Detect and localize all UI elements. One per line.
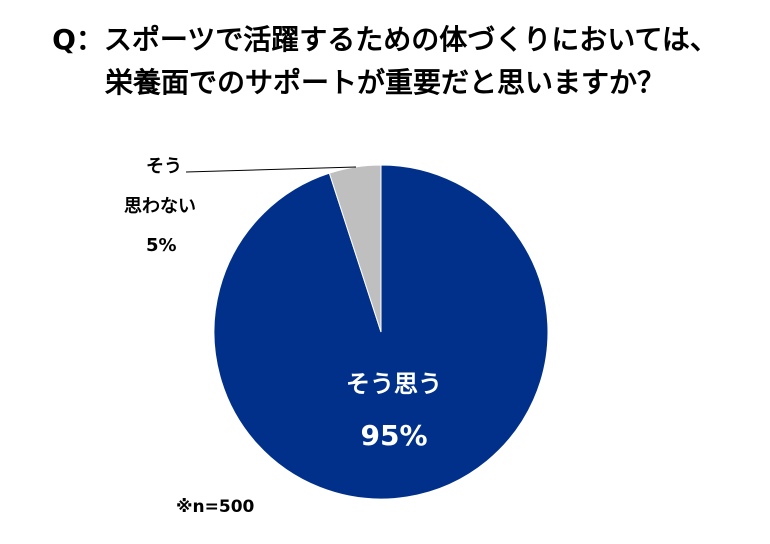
pie-slices xyxy=(213,164,549,500)
slice-percent-no: 5% xyxy=(146,235,177,256)
chart-title-line-1: Q：スポーツで活躍するための体づくりにおいては、 xyxy=(52,23,718,56)
chart-title: Q：スポーツで活躍するための体づくりにおいては、 栄養面でのサポートが重要だと思… xyxy=(0,18,770,104)
slice-label-yes: そう思う xyxy=(346,370,442,398)
slice-label-no-line-2: 思わない xyxy=(124,196,196,217)
slice-label-no-line-1: そう xyxy=(146,156,182,177)
slice-leader-line-no xyxy=(185,166,357,173)
sample-size-note: ※n=500 xyxy=(176,497,255,517)
chart-title-line-2: 栄養面でのサポートが重要だと思いますか？ xyxy=(104,66,665,99)
slice-percent-yes: 95% xyxy=(360,419,427,452)
